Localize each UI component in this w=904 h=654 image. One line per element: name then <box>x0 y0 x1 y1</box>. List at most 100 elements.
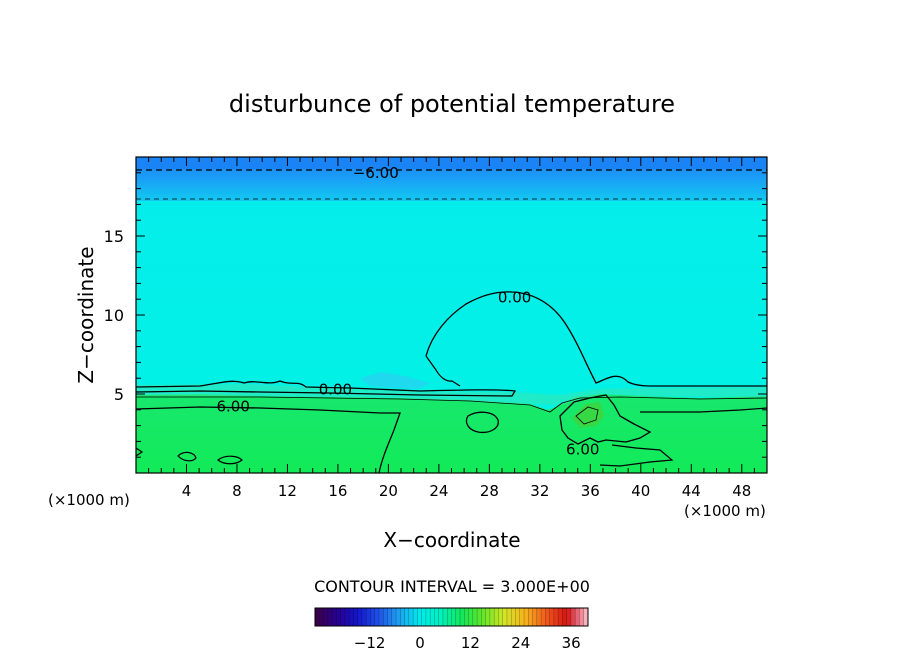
x-tick-label: 44 <box>682 482 701 500</box>
contour-line-3 <box>136 396 767 413</box>
heatmap-field <box>136 157 767 473</box>
colorbar-cell <box>562 608 568 626</box>
colorbar-cell <box>549 608 555 626</box>
x-tick-label-group: 4 8 12 16 20 24 28 32 36 40 44 48 <box>182 482 752 500</box>
colorbar-tick-label: 12 <box>461 634 480 652</box>
colorbar-cell <box>383 608 389 626</box>
x-tick-label: 8 <box>232 482 242 500</box>
contour-line-6-left <box>136 406 401 473</box>
colorbar-cell <box>442 608 448 626</box>
contour-line-zero-dome <box>425 291 767 387</box>
contour-line-6-right <box>559 394 652 445</box>
contour-loop-small-1 <box>177 451 197 462</box>
colorbar-cell <box>430 608 435 626</box>
colorbar-cell <box>319 608 325 626</box>
lower-warm-region <box>136 394 767 473</box>
colorbar-cell <box>498 608 504 626</box>
x-unit-right: (×1000 m) <box>684 502 766 520</box>
upper-cold-band-core <box>136 157 767 169</box>
colorbar-cell <box>519 608 525 626</box>
colorbar-cell <box>506 608 512 626</box>
colorbar-cell <box>408 608 414 626</box>
colorbar-tick-label: −12 <box>354 634 386 652</box>
chart-title: disturbunce of potential temperature <box>229 90 675 118</box>
y-tick-label: 5 <box>114 385 124 404</box>
colorbar-cell <box>579 608 585 626</box>
colorbar-cell <box>438 608 444 626</box>
cool-patch <box>360 372 430 389</box>
colorbar-cell <box>541 608 546 626</box>
colorbar-label-group: −12 0 12 24 36 <box>354 634 581 652</box>
x-unit-left: (×1000 m) <box>48 491 130 509</box>
colorbar-cell <box>370 608 376 626</box>
colorbar-cell <box>340 608 346 626</box>
colorbar-cell <box>361 608 367 626</box>
contour-line-zero-inner <box>425 355 461 387</box>
contour-loop-center <box>465 411 499 434</box>
colorbar-cell <box>460 608 465 626</box>
x-tick-label: 16 <box>328 482 347 500</box>
colorbar-cell <box>327 608 333 626</box>
contour-label: 6.00 <box>216 398 249 416</box>
colorbar-cell <box>421 608 427 626</box>
colorbar-cell <box>323 608 329 626</box>
colorbar-cell <box>336 608 342 626</box>
colorbar-cell <box>566 608 572 626</box>
x-tick-label: 24 <box>429 482 448 500</box>
colorbar-cell <box>502 608 508 626</box>
colorbar-cell <box>536 608 542 626</box>
colorbar-cell <box>413 608 418 626</box>
colorbar-cell <box>332 608 337 626</box>
colorbar-cell <box>464 608 470 626</box>
colorbar-cell <box>434 608 440 626</box>
contour-loop-small-3 <box>136 447 144 457</box>
colorbar-cell <box>417 608 423 626</box>
x-tick-label: 28 <box>480 482 499 500</box>
colorbar-cell <box>575 608 580 626</box>
colorbar-cell <box>315 608 320 626</box>
contour-line-6-far-right <box>640 407 767 413</box>
colorbar <box>314 607 589 627</box>
colorbar-cell <box>366 608 371 626</box>
colorbar-cell <box>451 608 457 626</box>
transition-band <box>136 384 767 405</box>
colorbar-cell <box>553 608 559 626</box>
y-tick-label: 10 <box>104 306 124 325</box>
colorbar-cell <box>481 608 487 626</box>
colorbar-cell <box>344 608 350 626</box>
colorbar-cell <box>400 608 406 626</box>
colorbar-cell <box>468 608 474 626</box>
contour-label-group: −6.00 0.00 0.00 6.00 6.00 <box>216 164 599 458</box>
contour-loop-small-2 <box>217 455 243 465</box>
colorbar-cell <box>511 608 516 626</box>
colorbar-cell <box>447 608 452 626</box>
contour-label: 6.00 <box>566 440 599 458</box>
colorbar-tick-label: 36 <box>562 634 581 652</box>
colorbar-cell <box>583 608 589 626</box>
colorbar-cell <box>545 608 551 626</box>
colorbar-tick-label: 0 <box>415 634 425 652</box>
colorbar-cell <box>570 608 576 626</box>
contour-lines <box>136 169 767 473</box>
colorbar-cell <box>477 608 482 626</box>
x-tick-label: 4 <box>182 482 192 500</box>
colorbar-cell <box>357 608 363 626</box>
colorbar-cell <box>455 608 461 626</box>
colorbar-cell <box>353 608 359 626</box>
colorbar-cell <box>378 608 384 626</box>
colorbar-cell <box>404 608 410 626</box>
contour-loop-warm-core <box>575 406 599 425</box>
x-tick-label: 20 <box>379 482 398 500</box>
colorbar-cell <box>524 608 529 626</box>
colorbar-cell <box>425 608 431 626</box>
colorbar-cell <box>528 608 534 626</box>
axis-ticks <box>136 157 767 473</box>
contour-label: 0.00 <box>498 289 531 307</box>
colorbar-cell <box>558 608 563 626</box>
colorbar-tick-label: 24 <box>511 634 530 652</box>
x-axis-label: X−coordinate <box>383 528 520 552</box>
contour-label: −6.00 <box>353 164 399 182</box>
y-tick-label: 15 <box>104 227 124 246</box>
x-tick-label: 12 <box>278 482 297 500</box>
